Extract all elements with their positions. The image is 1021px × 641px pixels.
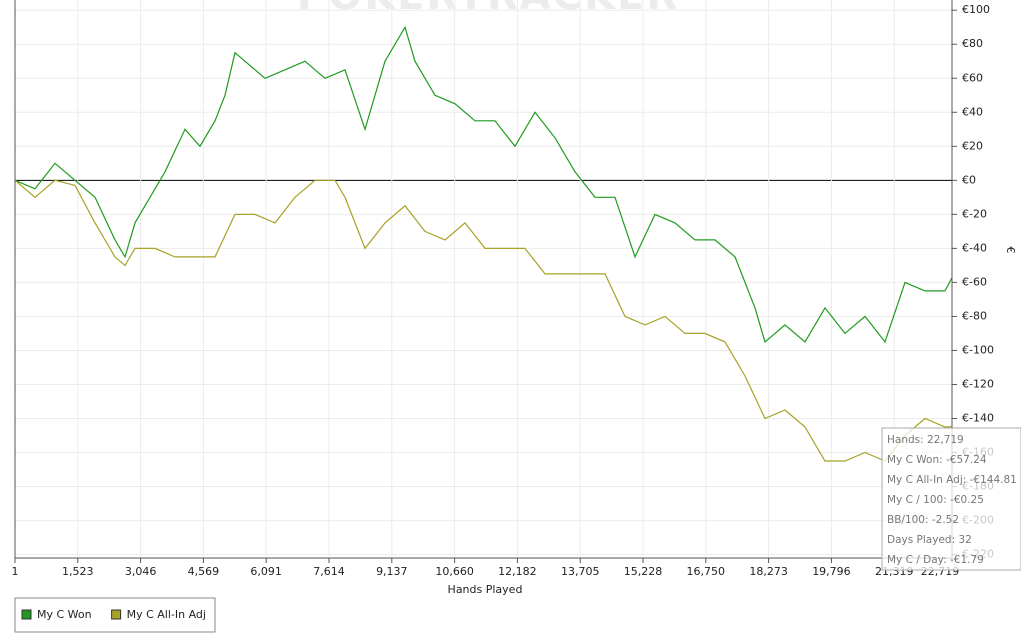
y-tick-label: €40 <box>962 105 983 118</box>
y-tick-label: €-100 <box>962 343 994 356</box>
legend-swatch <box>111 609 122 620</box>
legend: My C Won My C All-In Adj <box>14 597 216 633</box>
tooltip-line: BB/100: -2.52 <box>887 514 959 526</box>
y-tick-label: €-120 <box>962 377 994 390</box>
tooltip-line: Days Played: 32 <box>887 534 972 546</box>
x-tick-label: 10,660 <box>435 565 474 578</box>
series-line <box>14 179 953 462</box>
tooltip-box <box>881 427 1021 571</box>
tooltip: Hands: 22,719 My C Won: -€57.24 My C All-I… <box>881 427 1021 571</box>
tooltip-lines: Hands: 22,719 My C Won: -€57.24 My C All-I… <box>887 434 1017 566</box>
tooltip-line: Hands: 22,719 <box>887 434 964 446</box>
legend-label: My C All-In Adj <box>127 608 206 621</box>
tooltip-line: My C / Day: -€1.79 <box>887 554 984 566</box>
x-tick-label: 1 <box>12 565 19 578</box>
x-tick-label: 19,796 <box>812 565 851 578</box>
x-tick-label: 16,750 <box>687 565 726 578</box>
tooltip-line: My C / 100: -€0.25 <box>887 494 984 506</box>
series-line <box>14 25 953 344</box>
y-tick-label: €-60 <box>962 275 987 288</box>
y-tick-label: €20 <box>962 139 983 152</box>
x-tick-label: 18,273 <box>749 565 788 578</box>
y-tick-label: €0 <box>962 173 976 186</box>
y-tick-label: €-140 <box>962 412 994 425</box>
y-tick-label: €-20 <box>962 207 987 220</box>
legend-swatch <box>21 609 32 620</box>
lines <box>14 25 953 462</box>
y-tick-label: €100 <box>962 3 990 16</box>
y-tick-label: €80 <box>962 37 983 50</box>
watermark: POKERTRACKER <box>297 0 679 19</box>
tooltip-line: My C Won: -€57.24 <box>887 454 987 466</box>
tooltip-line: My C All-In Adj: -€144.81 <box>887 474 1017 486</box>
x-tick-label: 15,228 <box>624 565 663 578</box>
y-tick-label: €60 <box>962 71 983 84</box>
x-tick-label: 12,182 <box>498 565 537 578</box>
x-tick-label: 7,614 <box>313 565 345 578</box>
axes: €100 €80 €60 €40 €20 €0 €-20 €-40 €-60 €-80 €-100 €… <box>12 3 994 578</box>
legend-label: My C Won <box>37 608 92 621</box>
x-tick-label: 3,046 <box>125 565 157 578</box>
y-tick-label: €-80 <box>962 309 987 322</box>
x-tick-label: 13,705 <box>561 565 600 578</box>
y-tick-label: €-40 <box>962 241 987 254</box>
x-tick-label: 4,569 <box>188 565 220 578</box>
x-axis-title: Hands Played <box>448 583 523 596</box>
grid <box>14 0 953 558</box>
x-tick-label: 1,523 <box>62 565 94 578</box>
x-tick-label: 6,091 <box>250 565 282 578</box>
x-tick-label: 9,137 <box>376 565 408 578</box>
y-axis-title: € <box>1004 247 1017 254</box>
